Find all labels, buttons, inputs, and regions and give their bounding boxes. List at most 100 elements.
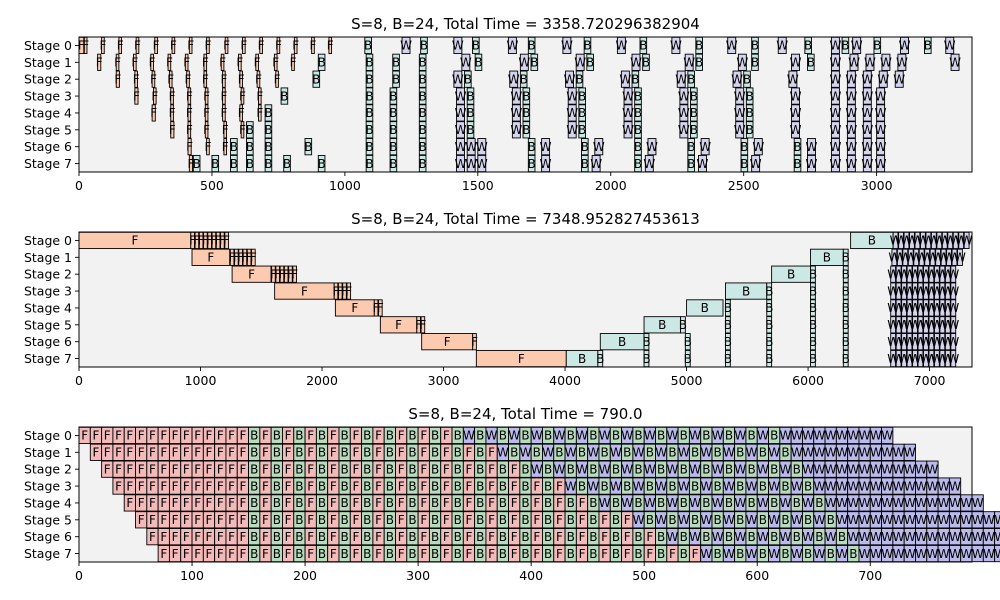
task-bar-f	[275, 265, 280, 283]
task-label: W	[697, 157, 709, 171]
task-label: F	[186, 106, 193, 120]
task-label: F	[239, 547, 246, 561]
task-label: B	[544, 496, 552, 510]
task-label: F	[533, 479, 540, 493]
task-label: W	[927, 530, 939, 544]
task-bar-b	[389, 87, 398, 105]
task-label: F	[220, 89, 227, 103]
task-bar-f	[242, 248, 248, 266]
task-bar-f	[170, 104, 174, 122]
task-bar-b	[743, 70, 751, 88]
task-label: W	[621, 496, 633, 510]
task-label: W	[836, 513, 848, 527]
task-label: F	[420, 513, 427, 527]
task-label: W	[829, 140, 841, 154]
task-label: B	[642, 56, 650, 70]
task-label: W	[829, 157, 841, 171]
task-label: W	[655, 479, 667, 493]
task-label: B	[589, 513, 597, 527]
task-label: B	[431, 462, 439, 476]
task-label: W	[881, 429, 893, 443]
task-label: B	[363, 530, 371, 544]
task-label: B	[740, 157, 748, 171]
task-label: F	[239, 123, 246, 137]
task-bar-w	[934, 265, 940, 283]
task-label: W	[757, 429, 769, 443]
task-label: W	[622, 123, 634, 137]
task-label: B	[544, 547, 552, 561]
task-bar-b	[389, 121, 398, 139]
task-label: B	[295, 513, 303, 527]
task-label: W	[780, 496, 792, 510]
task-label: B	[454, 513, 462, 527]
task-label: B	[521, 530, 529, 544]
task-label: W	[455, 89, 467, 103]
task-label: F	[443, 462, 450, 476]
task-label: F	[134, 39, 141, 53]
task-label: W	[949, 513, 961, 527]
task-label: W	[845, 72, 857, 86]
task-label: F	[488, 462, 495, 476]
task-label: W	[893, 496, 905, 510]
task-label: F	[601, 547, 608, 561]
task-label: F	[183, 56, 190, 70]
task-label: F	[194, 462, 201, 476]
task-label: B	[389, 106, 397, 120]
task-bar-w	[830, 121, 840, 139]
task-label: B	[849, 547, 857, 561]
task-bar-b	[527, 138, 536, 156]
task-bar-w	[679, 104, 689, 122]
task-label: B	[781, 513, 789, 527]
task-label: F	[398, 547, 405, 561]
task-label: W	[802, 496, 814, 510]
task-label: F	[556, 547, 563, 561]
task-label: W	[712, 530, 724, 544]
task-label: B	[634, 123, 642, 137]
task-label: W	[622, 106, 634, 120]
task-label: B	[589, 462, 597, 476]
task-label: F	[228, 462, 235, 476]
task-label: W	[566, 89, 578, 103]
task-bar-b	[634, 138, 642, 156]
task-bar-w	[950, 316, 957, 334]
task-label: B	[250, 496, 258, 510]
task-label: W	[836, 479, 848, 493]
task-label: W	[851, 39, 863, 53]
task-bar-w	[862, 104, 872, 122]
task-bar-w	[876, 87, 886, 105]
task-label: B	[759, 513, 767, 527]
task-bar-w	[912, 299, 918, 317]
task-label: W	[678, 446, 690, 460]
task-bar-b	[725, 333, 731, 351]
task-label: W	[576, 429, 588, 443]
task-label: B	[363, 547, 371, 561]
task-label: W	[893, 513, 905, 527]
task-label: F	[194, 429, 201, 443]
task-label: W	[723, 479, 735, 493]
task-label: B	[680, 462, 688, 476]
task-label: W	[829, 72, 841, 86]
task-label: F	[291, 267, 298, 281]
task-label: B	[408, 479, 416, 493]
task-label: F	[256, 106, 263, 120]
task-bar-w	[567, 87, 577, 105]
task-label: F	[115, 462, 122, 476]
task-bar-w	[934, 282, 940, 300]
task-label: F	[624, 513, 631, 527]
task-bar-w	[862, 121, 872, 139]
task-label: B	[842, 335, 850, 349]
task-label: F	[193, 234, 200, 248]
task-label: W	[825, 479, 837, 493]
task-label: W	[847, 496, 859, 510]
task-label: W	[712, 429, 724, 443]
task-label: W	[790, 123, 802, 137]
task-label: B	[612, 429, 620, 443]
task-label: B	[612, 547, 620, 561]
x-tick-label: 1500	[462, 178, 494, 193]
task-bar-f	[378, 299, 383, 317]
task-label: B	[389, 140, 397, 154]
task-label: B	[295, 446, 303, 460]
task-bar-w	[924, 248, 931, 266]
task-label: B	[510, 446, 518, 460]
task-label: B	[392, 72, 400, 86]
